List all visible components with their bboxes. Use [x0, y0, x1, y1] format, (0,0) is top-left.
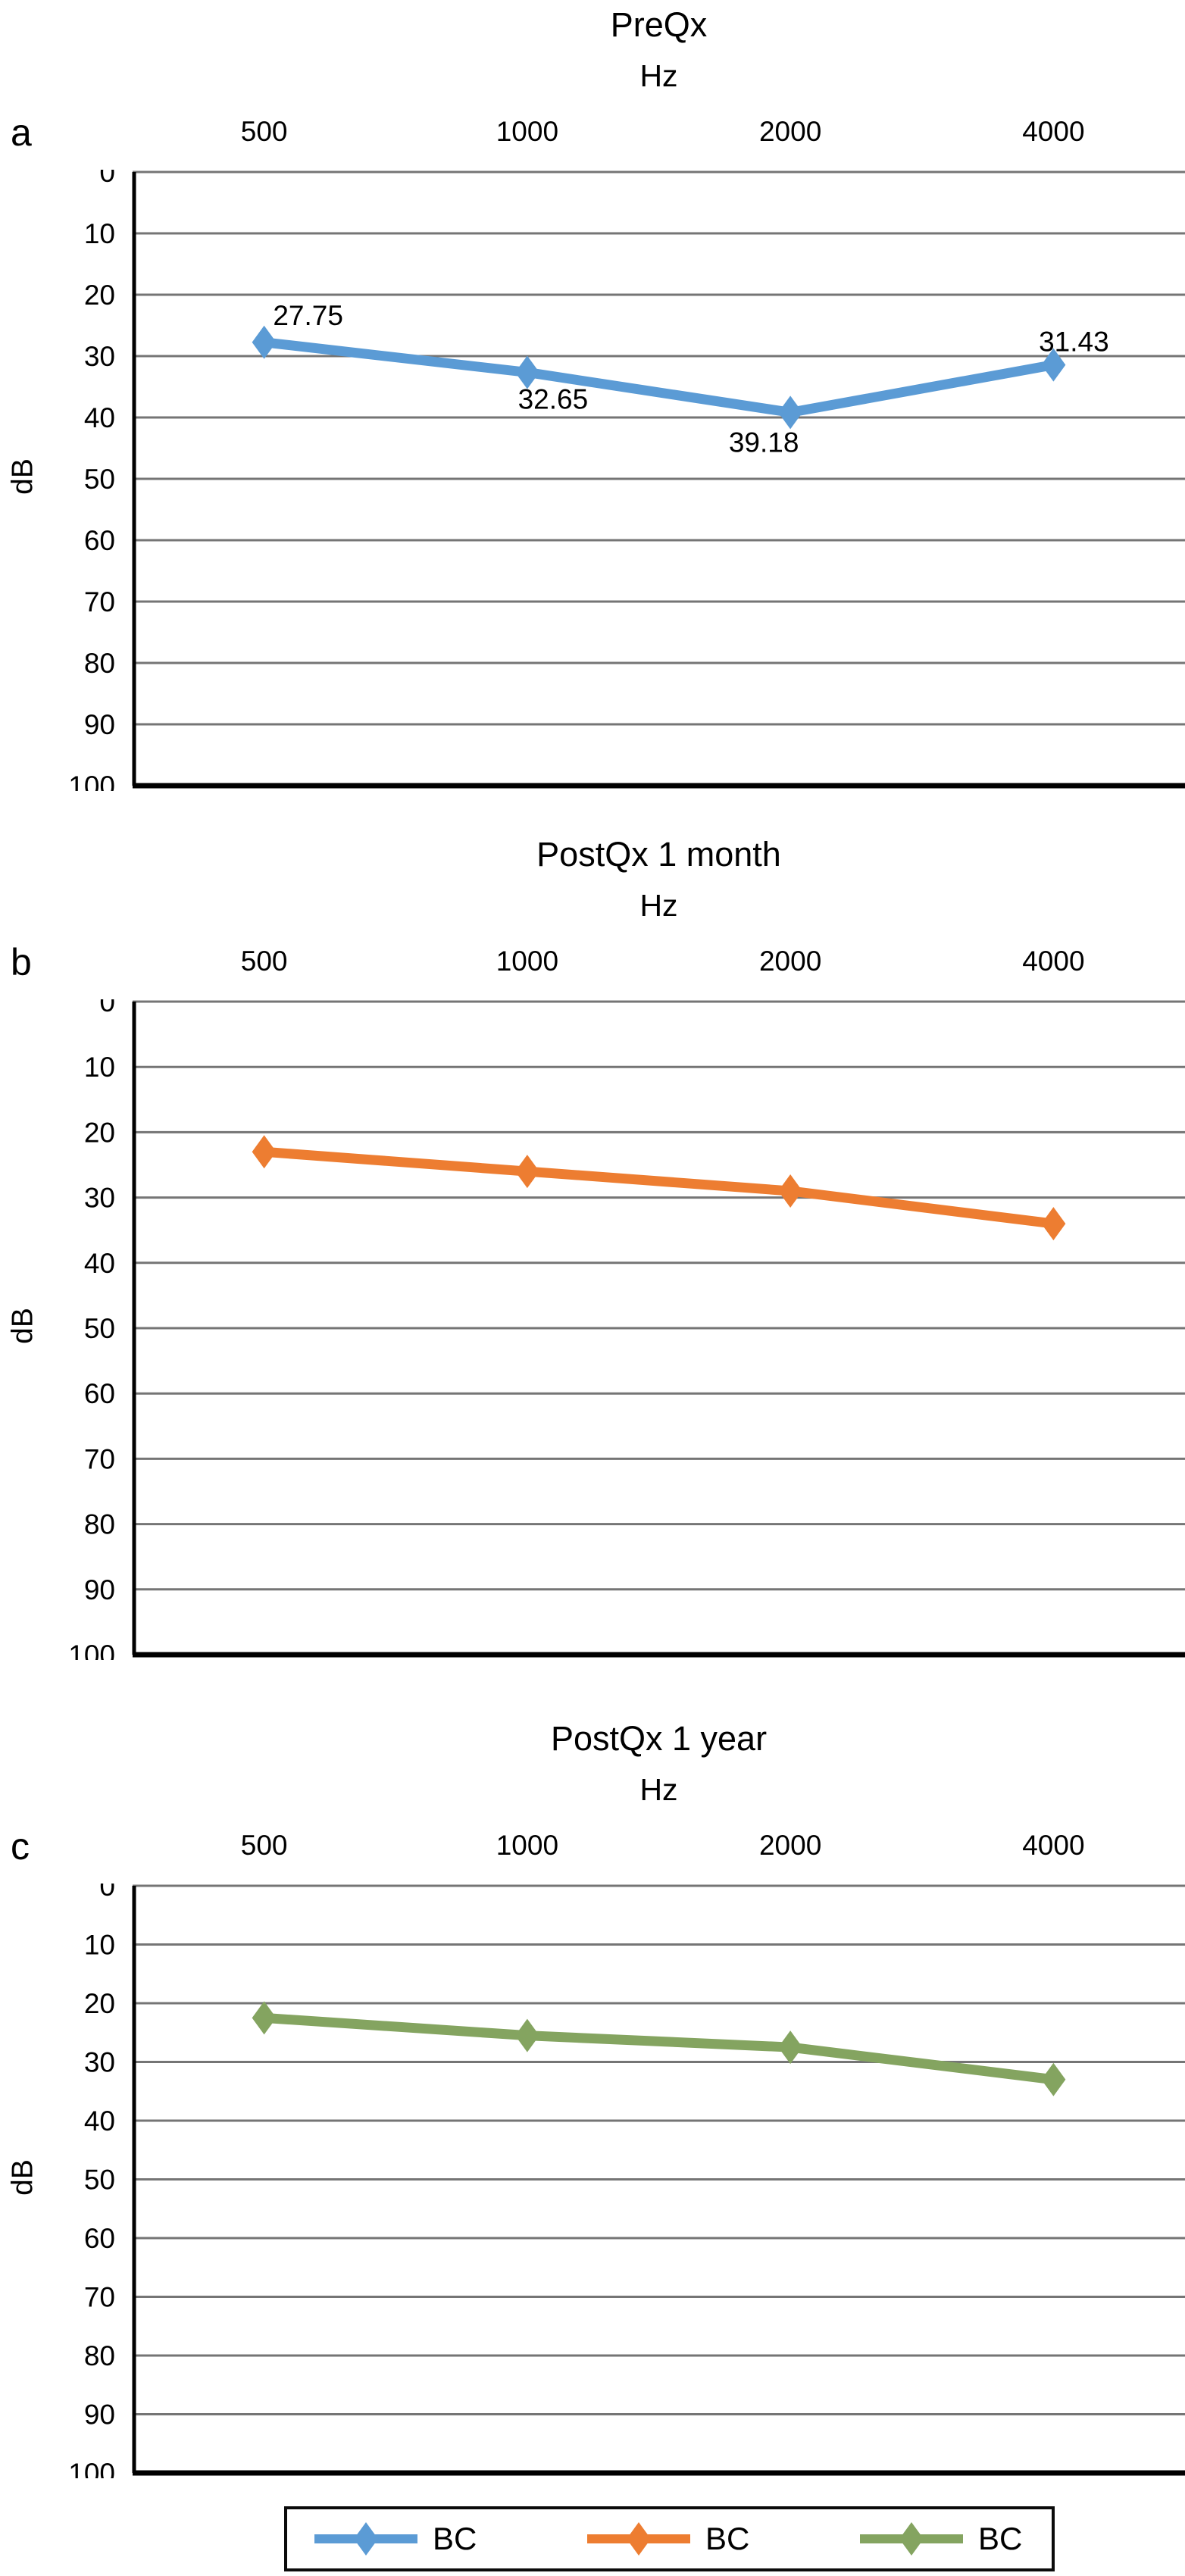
- data-point-marker: [778, 395, 803, 430]
- y-tick-label: 0: [99, 170, 115, 188]
- legend-item: BC: [858, 2509, 1022, 2568]
- legend-item: BC: [313, 2509, 477, 2568]
- y-tick-label: 70: [84, 586, 115, 617]
- chart-title: PostQx 1 year: [550, 1719, 768, 1758]
- y-tick-label: 10: [84, 1930, 115, 1961]
- y-tick-label: 70: [84, 1443, 115, 1474]
- data-point-marker: [252, 2001, 277, 2035]
- y-tick-label: 90: [84, 1574, 115, 1605]
- panel-letter: c: [11, 1825, 30, 1868]
- data-point-label: 32.65: [518, 383, 589, 414]
- diamond-marker-icon: [314, 2522, 417, 2556]
- x-tick-label: 1000: [496, 946, 559, 977]
- y-tick-label: 10: [84, 1052, 115, 1083]
- y-tick-label: 70: [84, 2282, 115, 2313]
- plot-area: 0 10 20 30 40 50 60 70 80 90 100: [68, 1884, 1185, 2478]
- series-line: [264, 1146, 1055, 1229]
- x-axis-title: Hz: [639, 1772, 678, 1807]
- y-tick-label: 40: [84, 402, 115, 433]
- data-point-label: 39.18: [729, 427, 799, 458]
- plot-area: 0 10 20 30 40 50 60 70 80 90 100 27.75 32.65 39.18 31.…: [68, 170, 1185, 791]
- y-tick-label: 40: [84, 1248, 115, 1279]
- legend-label: BC: [705, 2521, 750, 2556]
- x-tick-label: 4000: [1022, 946, 1085, 977]
- data-point-marker: [778, 1174, 803, 1208]
- x-axis-tick-labels: 500 1000 2000 4000: [0, 1830, 1185, 1864]
- x-axis-tick-labels: 500 1000 2000 4000: [0, 946, 1185, 980]
- audiogram-panel-a: PreQx Hz a 500 1000 2000 4000 dB 0 10 20 30 40 5…: [0, 0, 1185, 803]
- panel-letter: b: [11, 941, 32, 983]
- y-tick-label: 30: [84, 341, 115, 372]
- legend-label: BC: [978, 2521, 1023, 2556]
- data-point-marker: [1041, 2062, 1066, 2096]
- y-tick-label: 80: [84, 648, 115, 679]
- plot-area: 0 10 20 30 40 50 60 70 80 90 100: [68, 999, 1185, 1660]
- y-tick-label: 0: [99, 1884, 115, 1902]
- x-tick-label: 4000: [1022, 116, 1085, 147]
- legend-label: BC: [433, 2521, 477, 2556]
- legend: BC BC BC: [284, 2506, 1055, 2571]
- y-tick-label: 90: [84, 709, 115, 740]
- panel-letter: a: [11, 111, 32, 154]
- y-tick-label: 30: [84, 1183, 115, 1214]
- y-tick-label: 80: [84, 1509, 115, 1540]
- x-tick-label: 500: [240, 116, 288, 147]
- y-tick-label: 50: [84, 1313, 115, 1344]
- data-point-marker: [1041, 348, 1066, 382]
- diamond-marker-icon: [587, 2522, 690, 2556]
- data-point-label: 31.43: [1039, 327, 1109, 358]
- y-tick-label: 40: [84, 2106, 115, 2137]
- x-tick-label: 2000: [758, 1830, 822, 1861]
- data-point-marker: [514, 1155, 539, 1189]
- y-tick-label: 60: [84, 525, 115, 556]
- chart-title: PostQx 1 month: [536, 835, 781, 874]
- x-tick-label: 2000: [758, 946, 822, 977]
- y-tick-label: 80: [84, 2340, 115, 2371]
- y-tick-label: 0: [99, 999, 115, 1018]
- y-tick-label: 50: [84, 464, 115, 495]
- x-tick-label: 1000: [496, 1830, 559, 1861]
- y-tick-label: 100: [68, 1640, 115, 1660]
- x-tick-label: 500: [240, 1830, 288, 1861]
- x-tick-label: 500: [240, 946, 288, 977]
- chart-title: PreQx: [610, 5, 708, 44]
- y-tick-label: 100: [68, 771, 115, 791]
- data-point-marker: [514, 355, 539, 389]
- series-line: [263, 337, 1055, 417]
- data-point-marker: [514, 2018, 539, 2052]
- x-tick-label: 1000: [496, 116, 559, 147]
- x-tick-label: 4000: [1022, 1830, 1085, 1861]
- y-tick-label: 100: [68, 2458, 115, 2478]
- data-point-label: 27.75: [273, 300, 343, 331]
- x-axis-tick-labels: 500 1000 2000 4000: [0, 117, 1185, 150]
- y-tick-label: 60: [84, 1378, 115, 1409]
- data-point-marker: [778, 2030, 803, 2065]
- y-tick-label: 60: [84, 2223, 115, 2254]
- y-tick-label: 50: [84, 2165, 115, 2196]
- data-point-marker: [252, 1135, 277, 1169]
- y-tick-label: 10: [84, 218, 115, 249]
- y-tick-label: 30: [84, 2047, 115, 2078]
- x-tick-label: 2000: [758, 116, 822, 147]
- y-tick-label: 20: [84, 1988, 115, 2019]
- x-axis-title: Hz: [639, 888, 678, 923]
- x-axis-title: Hz: [639, 58, 678, 93]
- y-tick-label: 20: [84, 280, 115, 311]
- data-point-marker: [1041, 1207, 1066, 1241]
- data-point-marker: [252, 325, 277, 359]
- y-tick-label: 90: [84, 2399, 115, 2431]
- diamond-marker-icon: [860, 2522, 963, 2556]
- series-line: [264, 2012, 1055, 2085]
- legend-item: BC: [586, 2509, 749, 2568]
- audiogram-panel-b: PostQx 1 month Hz b 500 1000 2000 4000 dB 0…: [0, 830, 1185, 1671]
- y-tick-label: 20: [84, 1117, 115, 1148]
